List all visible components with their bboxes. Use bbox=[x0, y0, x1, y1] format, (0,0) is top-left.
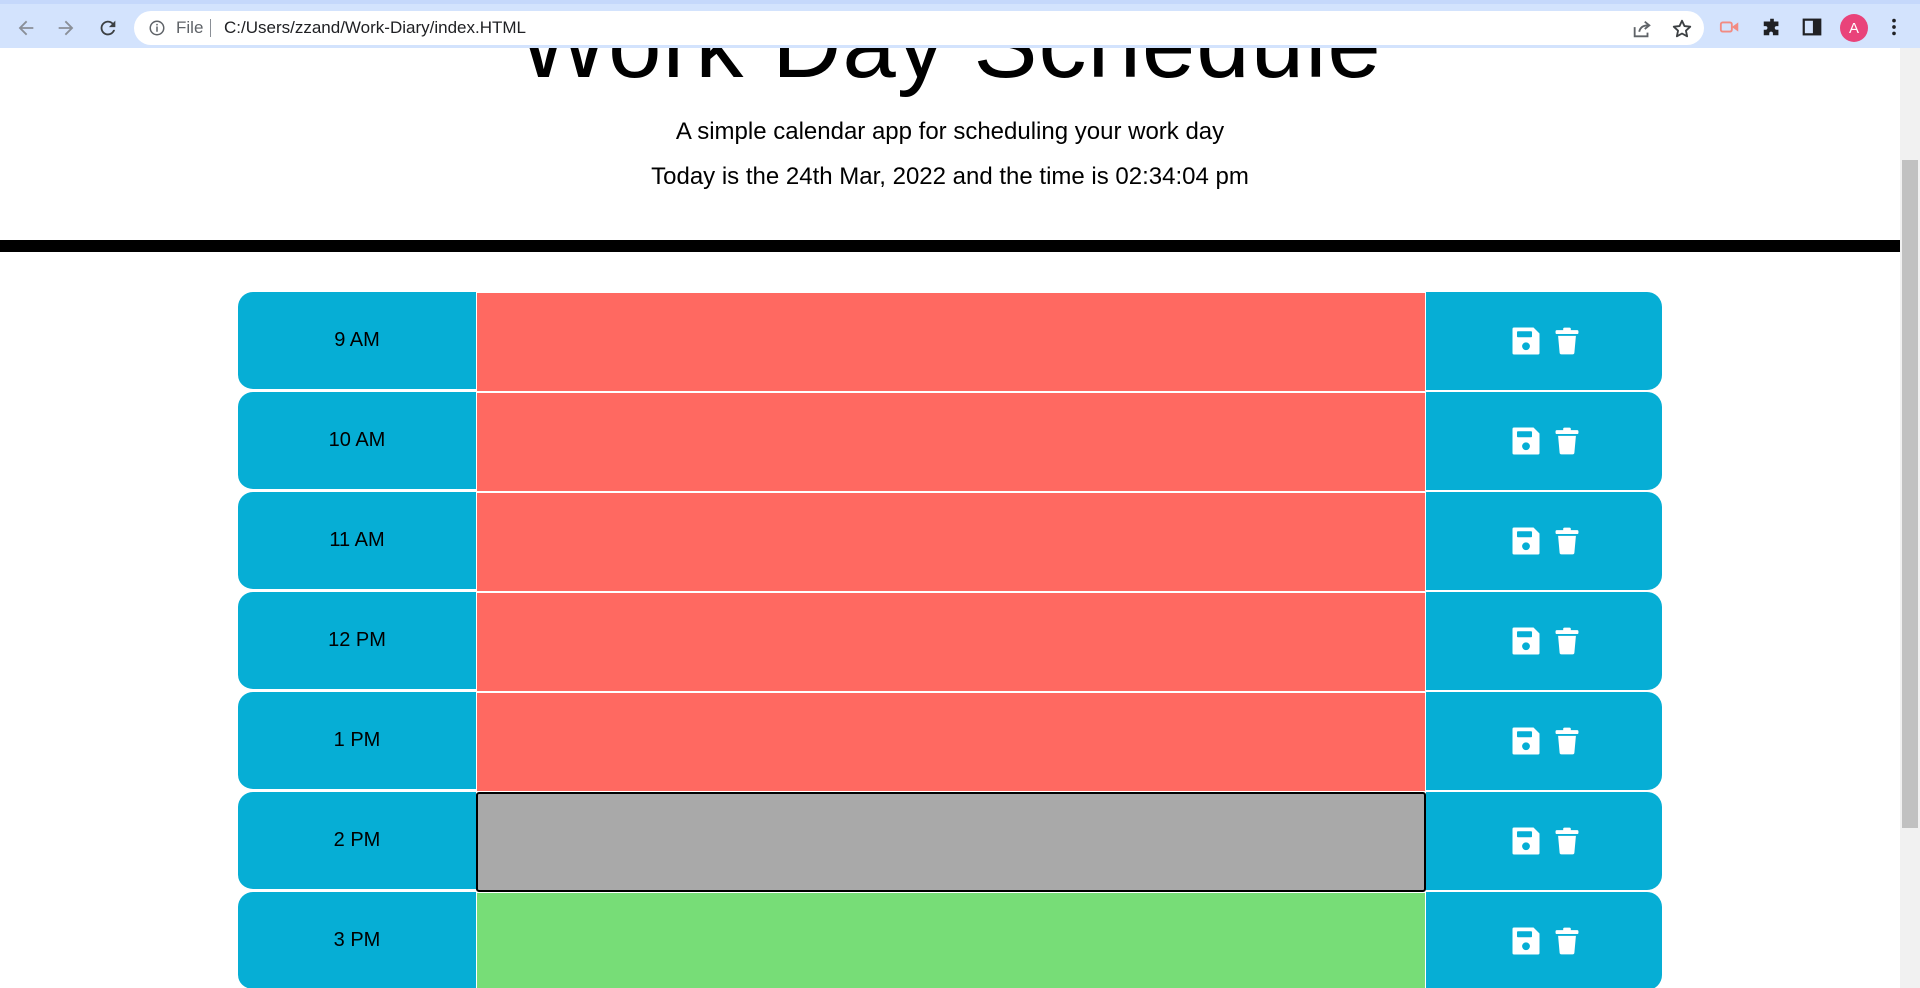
time-block-10am: 10 AM bbox=[238, 392, 1662, 492]
row-actions bbox=[1426, 392, 1662, 490]
hour-label: 9 AM bbox=[238, 292, 476, 390]
delete-button[interactable] bbox=[1554, 327, 1580, 355]
save-button[interactable] bbox=[1508, 723, 1544, 759]
save-icon bbox=[1512, 427, 1540, 455]
delete-button[interactable] bbox=[1554, 627, 1580, 655]
omnibox-divider bbox=[210, 19, 211, 37]
reload-button[interactable] bbox=[92, 13, 124, 43]
puzzle-icon[interactable] bbox=[1760, 15, 1784, 39]
description-input[interactable] bbox=[476, 692, 1426, 792]
time-block-1pm: 1 PM bbox=[238, 692, 1662, 792]
profile-avatar[interactable]: A bbox=[1840, 14, 1868, 42]
url-text[interactable]: C:/Users/zzand/Work-Diary/index.HTML bbox=[224, 18, 526, 37]
row-actions bbox=[1426, 892, 1662, 988]
side-panel-icon[interactable] bbox=[1800, 15, 1824, 39]
row-actions bbox=[1426, 492, 1662, 590]
back-button[interactable] bbox=[10, 13, 42, 43]
row-actions bbox=[1426, 792, 1662, 890]
save-icon bbox=[1512, 827, 1540, 855]
arrow-left-icon bbox=[18, 20, 34, 36]
save-button[interactable] bbox=[1508, 823, 1544, 859]
extension-record-icon[interactable] bbox=[1718, 15, 1742, 39]
row-actions bbox=[1426, 692, 1662, 790]
current-day: Today is the 24th Mar, 2022 and the time… bbox=[651, 163, 1249, 190]
hour-label: 11 AM bbox=[238, 492, 476, 590]
delete-button[interactable] bbox=[1554, 927, 1580, 955]
header-divider bbox=[0, 240, 1900, 252]
description-input[interactable] bbox=[476, 492, 1426, 592]
time-block-9am: 9 AM bbox=[238, 292, 1662, 392]
forward-button[interactable] bbox=[50, 13, 82, 43]
browser-toolbar: File C:/Users/zzand/Work-Diary/index.HTM… bbox=[0, 0, 1920, 48]
save-icon bbox=[1512, 727, 1540, 755]
star-icon[interactable] bbox=[1671, 18, 1693, 40]
reload-icon bbox=[100, 20, 116, 36]
trash-icon bbox=[1555, 327, 1579, 355]
save-icon bbox=[1512, 327, 1540, 355]
page-viewport: Work Day Schedule A simple calendar app … bbox=[0, 48, 1900, 988]
save-icon bbox=[1512, 527, 1540, 555]
time-block-2pm: 2 PM bbox=[238, 792, 1662, 892]
save-button[interactable] bbox=[1508, 923, 1544, 959]
delete-button[interactable] bbox=[1554, 827, 1580, 855]
save-icon bbox=[1512, 627, 1540, 655]
hour-label: 10 AM bbox=[238, 392, 476, 490]
hour-label: 3 PM bbox=[238, 892, 476, 988]
time-block-11am: 11 AM bbox=[238, 492, 1662, 592]
scrollbar-thumb[interactable] bbox=[1902, 160, 1918, 828]
save-icon bbox=[1512, 927, 1540, 955]
lead-text: A simple calendar app for scheduling you… bbox=[675, 118, 1225, 145]
hour-label: 2 PM bbox=[238, 792, 476, 890]
time-block-12pm: 12 PM bbox=[238, 592, 1662, 692]
row-actions bbox=[1426, 292, 1662, 390]
description-input[interactable] bbox=[476, 292, 1426, 392]
menu-kebab-icon[interactable] bbox=[1882, 15, 1906, 39]
trash-icon bbox=[1555, 427, 1579, 455]
description-input[interactable] bbox=[476, 392, 1426, 492]
row-actions bbox=[1426, 592, 1662, 690]
trash-icon bbox=[1555, 827, 1579, 855]
schedule-container: 9 AM bbox=[238, 292, 1662, 988]
arrow-right-icon bbox=[58, 20, 74, 36]
save-button[interactable] bbox=[1508, 623, 1544, 659]
delete-button[interactable] bbox=[1554, 527, 1580, 555]
save-button[interactable] bbox=[1508, 323, 1544, 359]
save-button[interactable] bbox=[1508, 523, 1544, 559]
delete-button[interactable] bbox=[1554, 727, 1580, 755]
time-block-3pm: 3 PM bbox=[238, 892, 1662, 988]
info-icon[interactable] bbox=[148, 19, 166, 37]
description-input[interactable] bbox=[476, 592, 1426, 692]
trash-icon bbox=[1555, 527, 1579, 555]
save-button[interactable] bbox=[1508, 423, 1544, 459]
hour-label: 12 PM bbox=[238, 592, 476, 690]
trash-icon bbox=[1555, 927, 1579, 955]
file-scheme-label: File bbox=[176, 18, 204, 37]
hour-label: 1 PM bbox=[238, 692, 476, 790]
trash-icon bbox=[1555, 627, 1579, 655]
delete-button[interactable] bbox=[1554, 427, 1580, 455]
page-title: Work Day Schedule bbox=[0, 48, 1900, 100]
description-input[interactable] bbox=[476, 792, 1426, 892]
description-input[interactable] bbox=[476, 892, 1426, 988]
trash-icon bbox=[1555, 727, 1579, 755]
address-bar[interactable]: File C:/Users/zzand/Work-Diary/index.HTM… bbox=[134, 11, 1704, 45]
share-icon[interactable] bbox=[1631, 18, 1653, 40]
